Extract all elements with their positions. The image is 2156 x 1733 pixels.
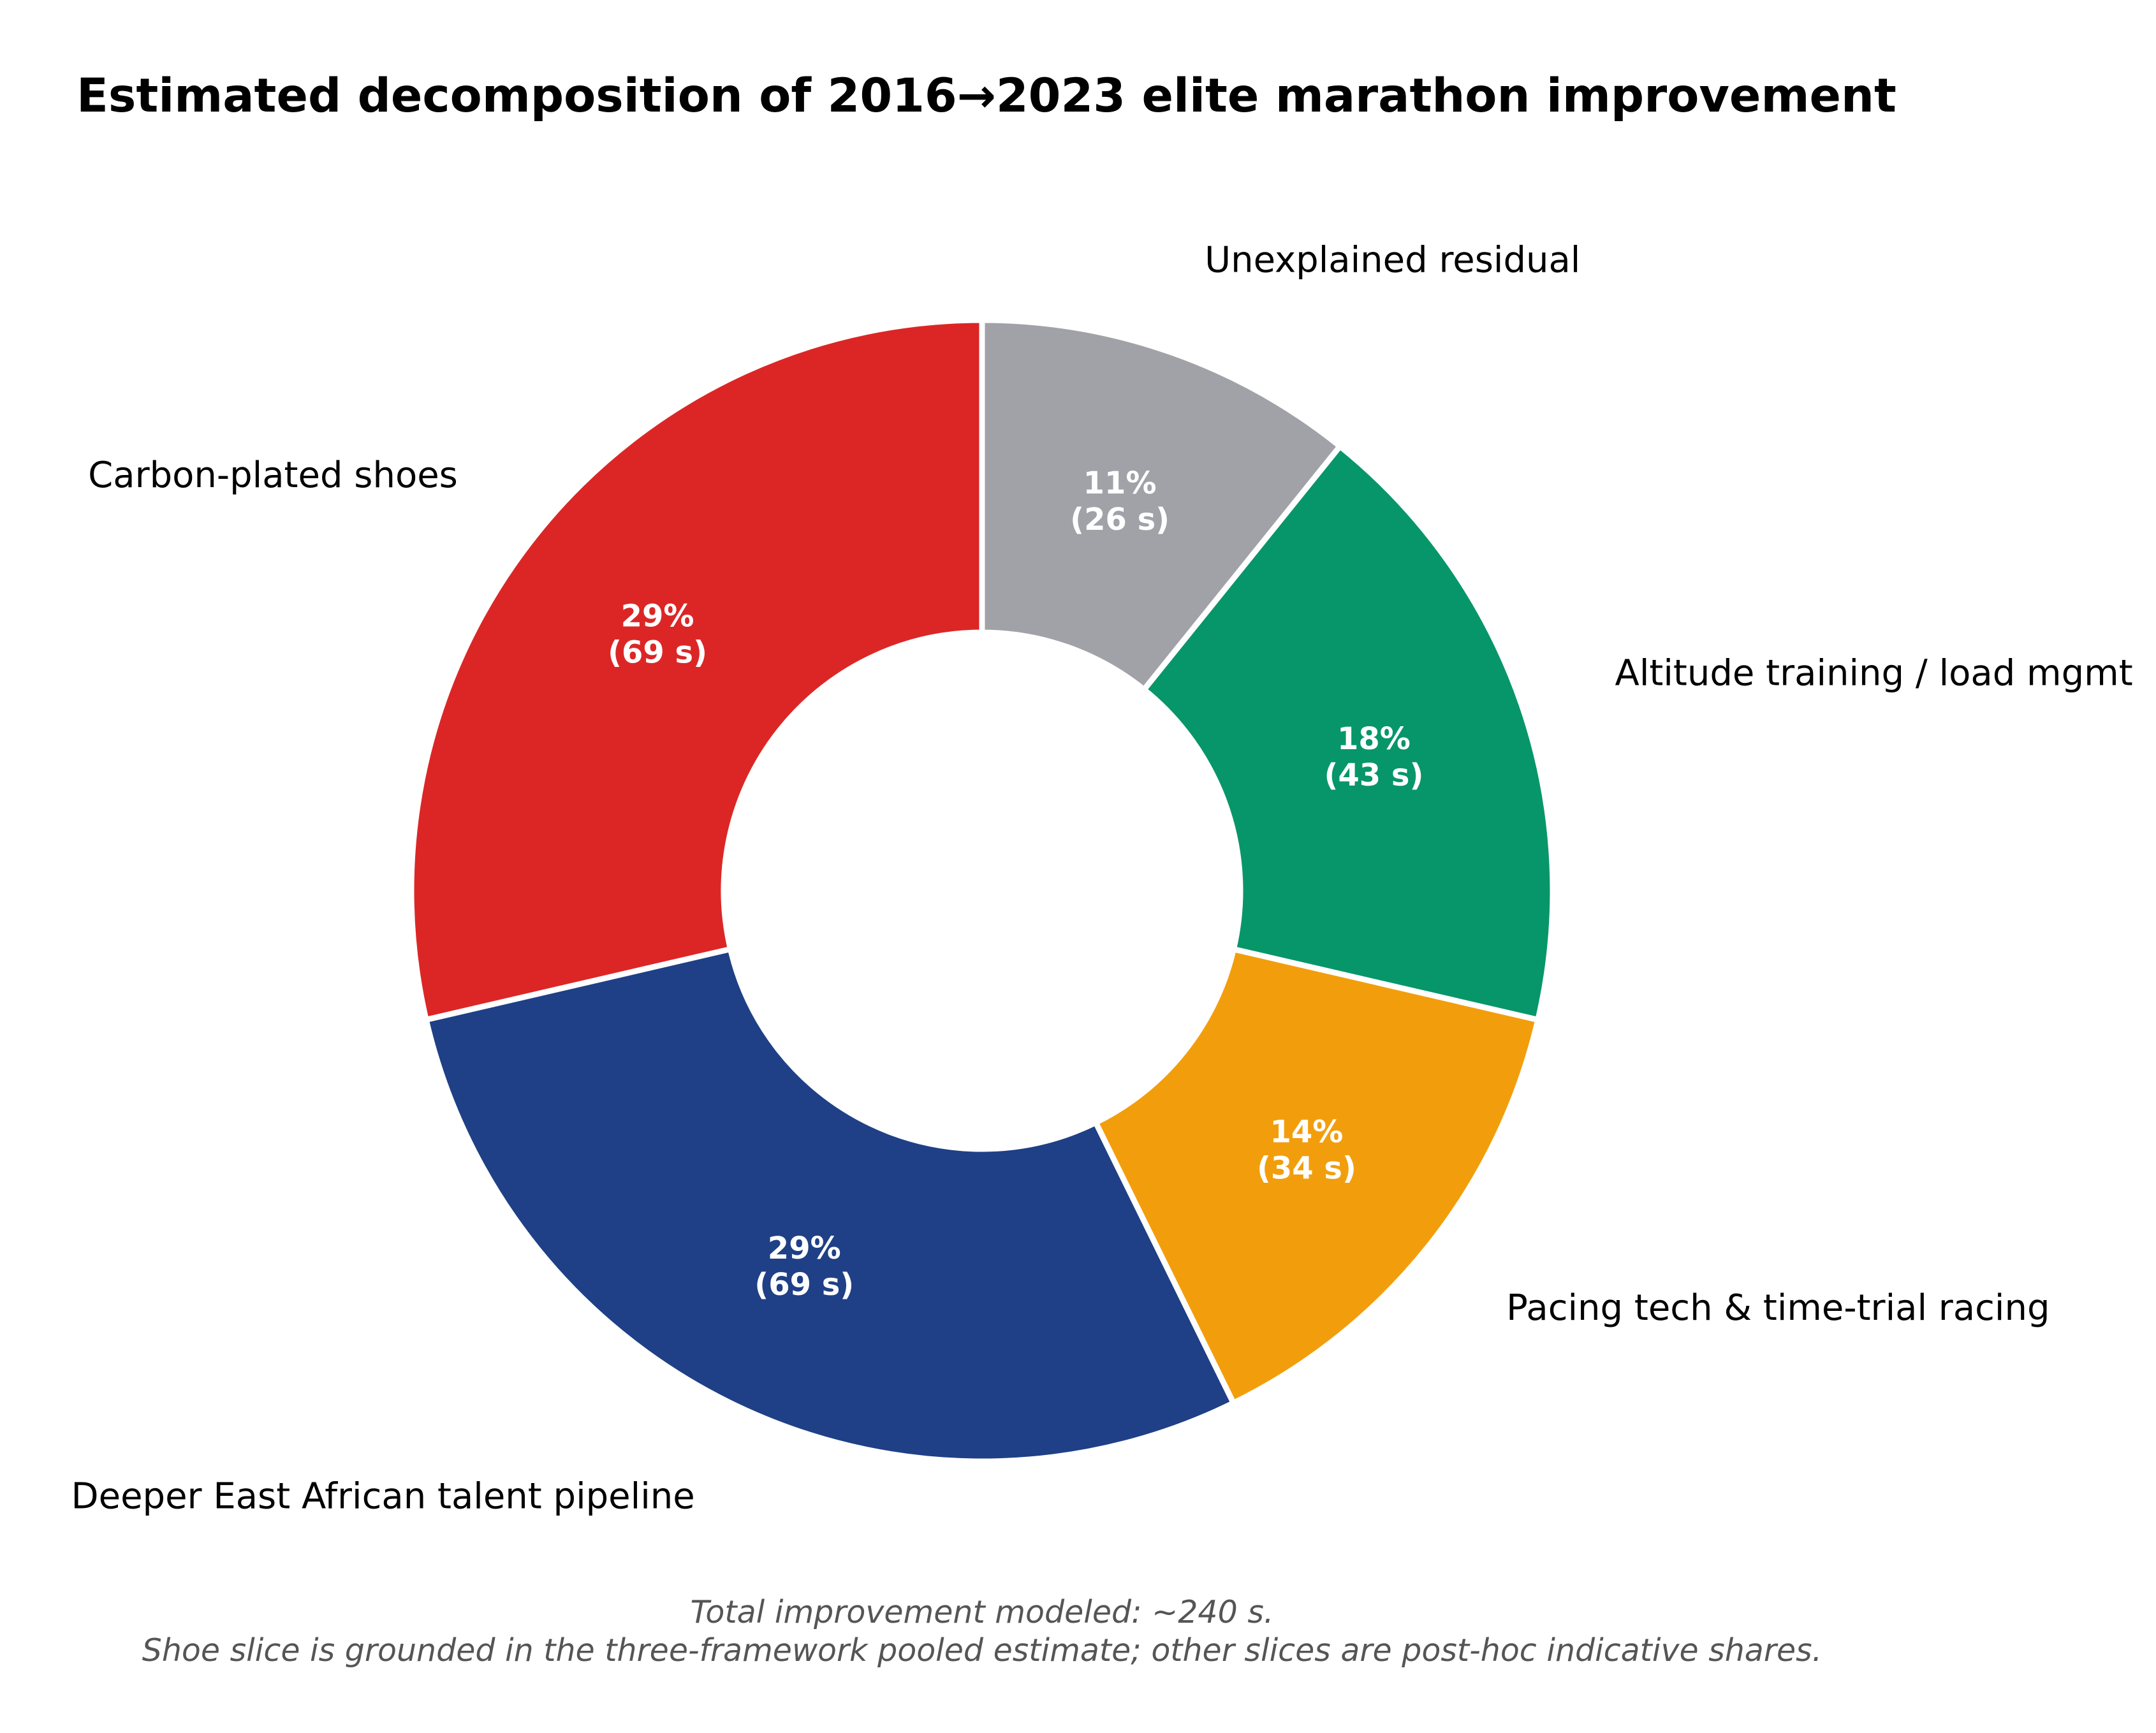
slice-label-pacing-tech-time-trial-racing: Pacing tech & time-trial racing bbox=[1506, 1287, 2050, 1329]
slice-carbon-plated-shoes bbox=[408, 317, 985, 1023]
slice-altitude-training-load-mgmt bbox=[1141, 443, 1556, 1023]
slice-percent: 18% bbox=[1337, 721, 1411, 757]
footnote-line-2: Shoe slice is grounded in the three-fram… bbox=[142, 1632, 1822, 1669]
slice-deeper-east-african-talent-pipeline bbox=[423, 946, 1236, 1465]
slice-label-altitude-training-load-mgmt: Altitude training / load mgmt bbox=[1615, 652, 2133, 694]
slice-value-label: 18% (43 s) bbox=[1324, 721, 1423, 793]
chart-title: Estimated decomposition of 2016→2023 eli… bbox=[77, 69, 1896, 123]
slices-layer bbox=[408, 317, 1556, 1465]
footnote-line-1: Total improvement modeled: ~240 s. bbox=[691, 1594, 1274, 1630]
slice-percent: 29% bbox=[768, 1231, 841, 1266]
slice-labels-layer: Carbon-plated shoes Deeper East African t… bbox=[71, 240, 2133, 1517]
slice-percent: 11% bbox=[1083, 465, 1157, 501]
slice-seconds: (69 s) bbox=[608, 635, 707, 671]
slice-label-unexplained-residual: Unexplained residual bbox=[1205, 240, 1580, 281]
slice-label-deeper-east-african-talent-pipeline: Deeper East African talent pipeline bbox=[71, 1476, 695, 1517]
slice-pacing-tech-time-trial-racing bbox=[1092, 946, 1541, 1406]
slice-percent: 29% bbox=[621, 599, 694, 634]
slice-value-label: 11% (26 s) bbox=[1070, 465, 1170, 537]
percent-labels-layer: 29% (69 s)29% (69 s)14% (34 s)18% (43 s)11%(… bbox=[608, 465, 1423, 1303]
slice-seconds: (69 s) bbox=[754, 1267, 854, 1303]
slice-seconds: (43 s) bbox=[1324, 757, 1423, 793]
slice-unexplained-residual bbox=[979, 317, 1343, 693]
slice-percent: 14% bbox=[1270, 1114, 1343, 1150]
slice-seconds: (26 s) bbox=[1070, 502, 1170, 537]
slice-value-label: 29% (69 s) bbox=[754, 1231, 854, 1303]
slice-value-label: 29% (69 s) bbox=[608, 599, 707, 671]
slice-seconds: (34 s) bbox=[1257, 1150, 1356, 1186]
slice-label-carbon-plated-shoes: Carbon-plated shoes bbox=[88, 455, 458, 496]
slice-value-label: 14% (34 s) bbox=[1257, 1114, 1356, 1186]
